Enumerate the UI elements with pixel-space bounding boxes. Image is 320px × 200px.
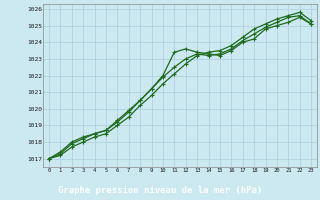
Text: Graphe pression niveau de la mer (hPa): Graphe pression niveau de la mer (hPa) <box>58 186 262 195</box>
